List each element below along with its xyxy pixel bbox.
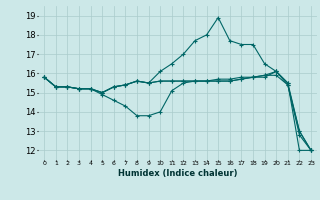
X-axis label: Humidex (Indice chaleur): Humidex (Indice chaleur) bbox=[118, 169, 237, 178]
